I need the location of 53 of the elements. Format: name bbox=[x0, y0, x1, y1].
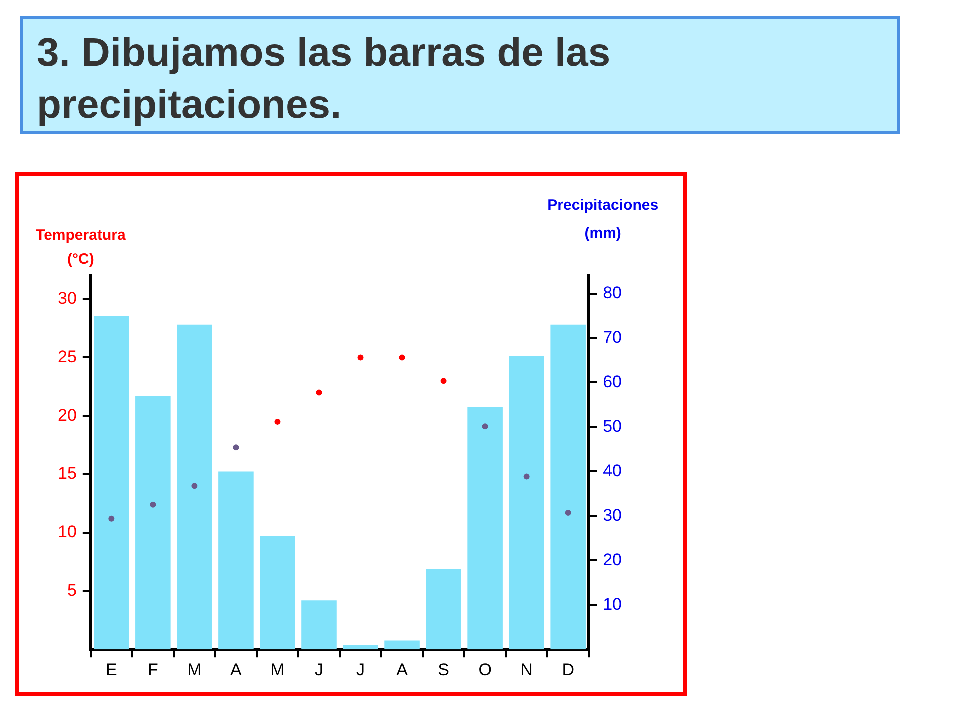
point bbox=[274, 418, 281, 425]
bar bbox=[468, 407, 503, 650]
y-tick-label: 30 bbox=[58, 289, 77, 308]
y2-axis-title: Precipitaciones (mm) bbox=[548, 197, 659, 242]
bar bbox=[426, 570, 462, 650]
point bbox=[440, 378, 447, 384]
y2-tick-label: 70 bbox=[603, 328, 622, 347]
bar bbox=[260, 536, 296, 650]
y2-tick-label: 40 bbox=[603, 461, 622, 480]
bar bbox=[550, 324, 586, 650]
x-tick-label: N bbox=[520, 660, 533, 680]
x-tick-label: E bbox=[106, 660, 118, 680]
y2-tick-label: 80 bbox=[603, 283, 622, 302]
point bbox=[316, 390, 322, 396]
x-tick-label: M bbox=[270, 660, 285, 680]
point bbox=[399, 354, 406, 361]
chart-title: 3. Dibujamos las barras de las precipitaciones. bbox=[20, 16, 900, 134]
x-tick-label: J bbox=[356, 660, 366, 680]
bar bbox=[343, 645, 378, 650]
bar bbox=[177, 324, 212, 650]
x-tick-label: A bbox=[396, 660, 409, 680]
y-tick-label: 5 bbox=[67, 580, 77, 600]
y-tick-label: 20 bbox=[58, 406, 77, 425]
bar bbox=[302, 600, 337, 650]
point bbox=[482, 424, 488, 430]
y2-tick-label: 20 bbox=[603, 550, 622, 570]
bar bbox=[136, 396, 171, 650]
y2-tick-label: 10 bbox=[603, 594, 622, 614]
point bbox=[233, 444, 240, 451]
point bbox=[150, 502, 156, 508]
y-tick-label: 25 bbox=[58, 347, 77, 366]
point bbox=[192, 483, 198, 490]
y2-tick-label: 30 bbox=[603, 506, 622, 525]
bar bbox=[218, 472, 254, 650]
x-tick-label: O bbox=[478, 660, 492, 680]
bar bbox=[509, 356, 544, 650]
y-tick-label: 15 bbox=[58, 464, 77, 484]
x-tick-label: A bbox=[230, 660, 243, 680]
y2-tick-label: 50 bbox=[603, 416, 622, 436]
x-tick-label: M bbox=[188, 660, 202, 680]
y-tick-label: 10 bbox=[58, 522, 77, 542]
y2-tick-label: 60 bbox=[603, 372, 622, 392]
bar bbox=[384, 640, 420, 650]
x-tick-label: J bbox=[314, 660, 324, 680]
point bbox=[524, 474, 530, 480]
point bbox=[565, 510, 572, 516]
bar bbox=[94, 316, 130, 650]
x-tick-label: F bbox=[148, 660, 158, 680]
y-axis-title: Temperatura (°C) bbox=[36, 227, 126, 268]
x-tick-label: S bbox=[438, 660, 450, 680]
point bbox=[358, 354, 364, 361]
x-tick-label: D bbox=[562, 660, 574, 680]
point bbox=[108, 516, 115, 522]
